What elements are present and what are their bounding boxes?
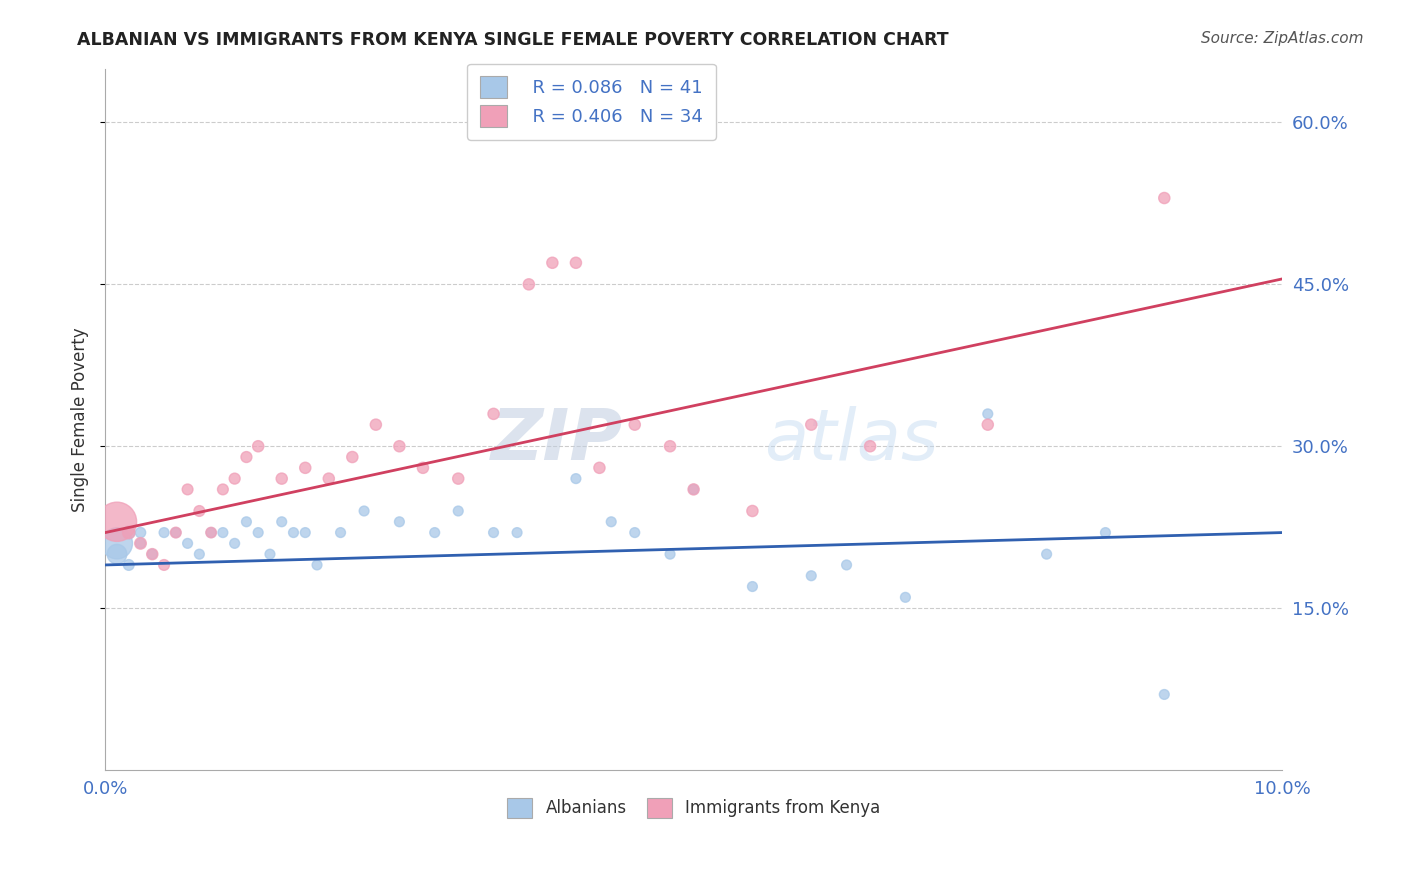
Point: [741, 580, 763, 594]
Point: [176, 536, 198, 550]
Point: [118, 558, 141, 572]
Point: [388, 515, 411, 529]
Point: [659, 439, 682, 453]
Point: [623, 417, 645, 432]
Point: [118, 525, 141, 540]
Point: [224, 536, 246, 550]
Point: [977, 417, 1000, 432]
Point: [342, 450, 364, 464]
Point: [447, 504, 470, 518]
Point: [188, 547, 211, 561]
Point: [506, 525, 529, 540]
Point: [129, 525, 152, 540]
Point: [105, 547, 128, 561]
Legend: Albanians, Immigrants from Kenya: Albanians, Immigrants from Kenya: [501, 791, 887, 825]
Point: [541, 256, 564, 270]
Point: [153, 525, 176, 540]
Text: Source: ZipAtlas.com: Source: ZipAtlas.com: [1201, 31, 1364, 46]
Point: [294, 460, 316, 475]
Point: [1094, 525, 1116, 540]
Point: [353, 504, 375, 518]
Point: [165, 525, 187, 540]
Point: [235, 450, 257, 464]
Point: [129, 536, 152, 550]
Point: [588, 460, 610, 475]
Point: [600, 515, 623, 529]
Point: [259, 547, 281, 561]
Point: [200, 525, 222, 540]
Point: [517, 277, 540, 292]
Point: [565, 472, 588, 486]
Point: [741, 504, 763, 518]
Y-axis label: Single Female Poverty: Single Female Poverty: [72, 327, 89, 512]
Text: ZIP: ZIP: [491, 406, 623, 475]
Point: [412, 460, 434, 475]
Point: [1153, 191, 1175, 205]
Point: [623, 525, 645, 540]
Point: [212, 483, 235, 497]
Point: [141, 547, 163, 561]
Point: [176, 483, 198, 497]
Point: [270, 515, 292, 529]
Point: [364, 417, 387, 432]
Point: [894, 591, 917, 605]
Point: [105, 536, 128, 550]
Point: [659, 547, 682, 561]
Point: [800, 568, 823, 582]
Point: [305, 558, 328, 572]
Point: [835, 558, 858, 572]
Point: [165, 525, 187, 540]
Point: [200, 525, 222, 540]
Point: [224, 472, 246, 486]
Point: [141, 547, 163, 561]
Point: [129, 536, 152, 550]
Point: [682, 483, 704, 497]
Point: [247, 439, 270, 453]
Point: [270, 472, 292, 486]
Point: [329, 525, 352, 540]
Point: [388, 439, 411, 453]
Point: [247, 525, 270, 540]
Point: [283, 525, 305, 540]
Point: [118, 525, 141, 540]
Point: [447, 472, 470, 486]
Point: [1035, 547, 1057, 561]
Point: [318, 472, 340, 486]
Point: [153, 558, 176, 572]
Point: [294, 525, 316, 540]
Point: [235, 515, 257, 529]
Text: atlas: atlas: [765, 406, 939, 475]
Point: [800, 417, 823, 432]
Point: [212, 525, 235, 540]
Point: [682, 483, 704, 497]
Point: [188, 504, 211, 518]
Point: [977, 407, 1000, 421]
Point: [565, 256, 588, 270]
Text: ALBANIAN VS IMMIGRANTS FROM KENYA SINGLE FEMALE POVERTY CORRELATION CHART: ALBANIAN VS IMMIGRANTS FROM KENYA SINGLE…: [77, 31, 949, 49]
Point: [423, 525, 446, 540]
Point: [859, 439, 882, 453]
Point: [482, 525, 505, 540]
Point: [482, 407, 505, 421]
Point: [1153, 688, 1175, 702]
Point: [105, 515, 128, 529]
